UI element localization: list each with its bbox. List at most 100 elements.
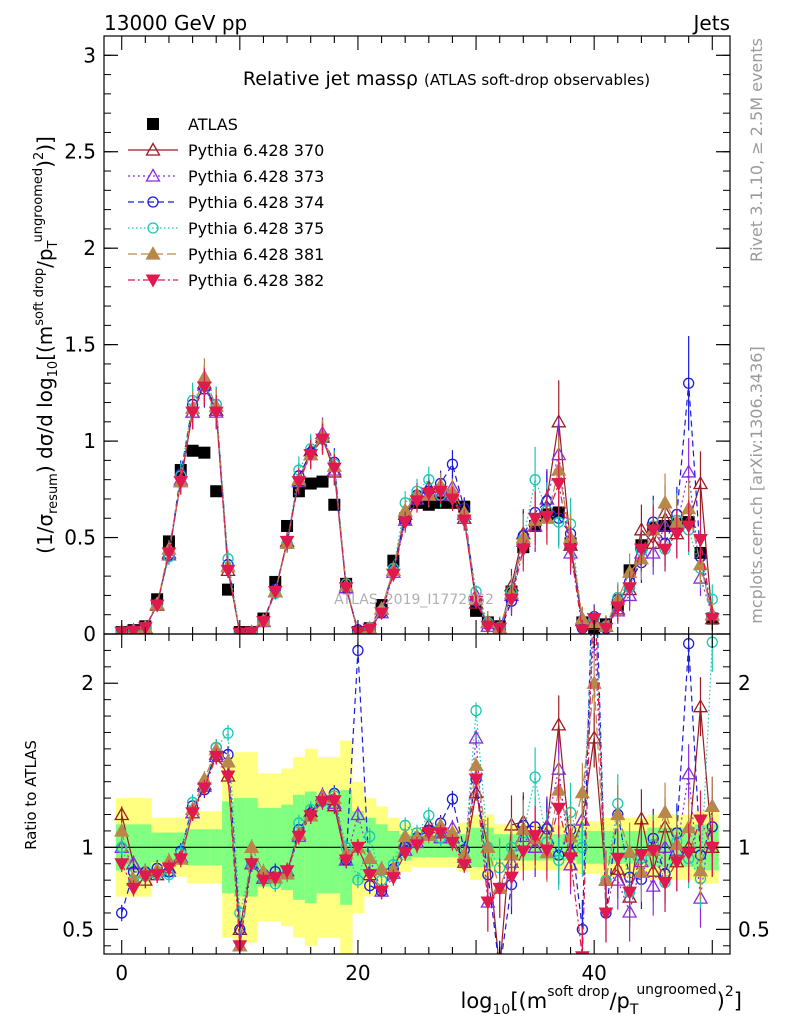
data-point-382 [149,599,165,613]
data-point-382 [267,586,283,600]
ratio-point-375 [234,907,246,919]
ratio-point-370 [468,784,484,799]
ratio-point-373 [350,806,366,821]
ratio-point-382 [539,844,555,858]
series-382 [114,368,720,634]
data-point-381 [657,495,673,509]
legend-entry-381: Pythia 6.428 381 [128,245,324,264]
ratio-line-382 [121,634,713,954]
ratio-point-381 [574,784,590,799]
watermark-label: ATLAS_2019_I1772062 [334,592,494,608]
ratio-point-382 [315,796,330,810]
data-point-382 [598,622,614,634]
ratio-point-370 [551,717,567,731]
data-point-375 [529,474,541,486]
ratio-point-382 [374,885,389,899]
data-point-382 [563,543,578,557]
ratio-point-382 [527,830,543,844]
atlas-data-point [316,475,329,488]
ratio-point-382 [397,847,413,861]
legend-marker-375 [147,222,159,234]
data-point-382 [374,607,389,621]
ratio-point-370 [114,806,130,821]
ratio-point-382 [480,896,496,910]
ratio-point-370 [493,964,506,976]
ratio-y-tick-label-left: 0.5 [62,917,94,941]
data-point-382 [161,547,177,561]
atlas-data-point [304,477,317,490]
y-tick-label: 1.5 [64,333,96,357]
legend-marker-370 [145,142,161,156]
data-point-382 [291,476,307,490]
data-point-374 [683,377,695,389]
legend-marker-382 [145,274,161,288]
y-tick-label: 2.5 [64,140,96,164]
data-point-370 [692,475,709,490]
x-axis-label: log10[(msoft drop/pTungroomed)2] [461,982,743,1018]
data-point-373 [681,464,697,478]
legend-marker-381 [145,246,161,260]
ratio-point-374 [116,907,128,919]
y-axis-label: (1/σresum) dσ/d log10[(msoft drop/pTungr… [31,136,61,554]
ratio-point-382 [456,859,472,873]
series-ATLAS [115,444,719,634]
ratio-point-370 [586,730,602,744]
ratio-point-375 [529,771,541,783]
data-point-382 [480,620,496,634]
ratio-y-tick-label-left: 1 [81,835,94,859]
ratio-point-382 [588,569,601,581]
ratio-point-382 [669,856,685,870]
legend-entry-382: Pythia 6.428 382 [128,271,324,290]
data-point-382 [421,487,437,501]
legend-label: Pythia 6.428 382 [188,271,324,290]
legend-entry-ATLAS: ATLAS [147,115,238,134]
rivet-version-label: Rivet 3.1.10, ≥ 2.5M events [747,38,766,262]
ratio-point-382 [504,871,519,885]
ratio-point-373 [681,765,697,780]
data-point-374 [446,458,459,470]
y-tick-label: 2 [83,236,96,260]
atlas-data-point [198,446,211,459]
ratio-y-tick-label-left: 2 [81,671,94,695]
ratio-point-381 [468,757,484,771]
ratio-point-382 [421,827,437,841]
ratio-point-382 [303,810,319,824]
ratio-point-382 [433,827,448,841]
data-point-382 [173,476,189,490]
x-tick-label: 20 [345,961,370,985]
y-tick-label: 0 [83,622,96,646]
ratio-point-381 [657,804,673,818]
ratio-point-375 [553,854,565,867]
plot-subtitle: (ATLAS soft-drop observables) [424,71,650,89]
ratio-point-381 [480,839,496,853]
data-point-382 [326,462,342,476]
ratio-point-375 [576,841,589,853]
ratio-point-382 [445,837,460,851]
data-point-382 [409,495,425,509]
ratio-point-381 [704,798,720,812]
data-point-382 [397,516,413,530]
data-point-382 [197,381,212,395]
ratio-point-370 [633,810,650,825]
atlas-data-point [186,444,199,457]
plot-title: Relative jet massρ [243,68,418,90]
data-point-382 [256,616,271,630]
ratio-point-382 [350,841,366,855]
ratio-point-375 [423,809,435,822]
data-point-382 [586,613,602,627]
data-point-382 [693,533,708,547]
y-tick-label: 0.5 [64,526,96,550]
ratio-point-382 [598,907,614,921]
ratio-point-382 [279,865,295,879]
ratio-line-375 [121,634,713,914]
ratio-point-382 [338,854,354,868]
data-point-382 [126,625,141,634]
ratio-point-374 [446,793,459,805]
ratio-point-375 [470,704,482,717]
ratio-point-381 [610,806,626,821]
ratio-point-382 [137,870,153,884]
ratio-point-382 [386,872,401,886]
ratio-point-382 [409,839,425,853]
series-line-382 [121,385,713,634]
